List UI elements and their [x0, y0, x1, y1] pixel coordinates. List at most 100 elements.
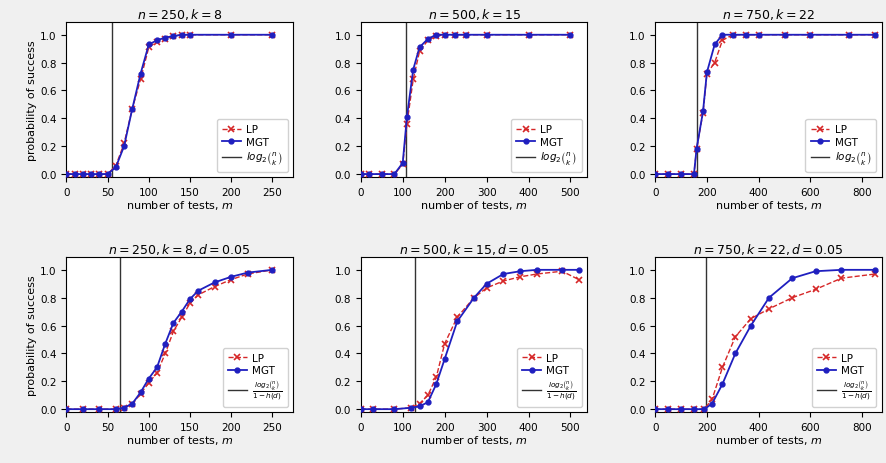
Title: $n = 750, k = 22, d = 0.05$: $n = 750, k = 22, d = 0.05$ — [693, 242, 843, 257]
LP — [727, 33, 738, 38]
LP — [144, 45, 154, 51]
MGT — [730, 351, 741, 357]
MGT — [184, 297, 195, 302]
MGT — [450, 33, 461, 38]
LP — [209, 284, 220, 290]
MGT — [431, 33, 441, 38]
LP — [481, 33, 492, 38]
MGT — [160, 36, 171, 41]
Line: LP: LP — [358, 269, 582, 413]
Line: MGT: MGT — [653, 33, 877, 177]
MGT — [160, 341, 171, 347]
LP — [573, 277, 584, 283]
MGT — [408, 68, 418, 73]
X-axis label: number of tests, $m$: number of tests, $m$ — [715, 199, 822, 212]
LP — [414, 401, 424, 407]
LP — [160, 37, 171, 43]
LP — [764, 307, 774, 312]
LP — [498, 279, 509, 284]
MGT — [573, 268, 584, 273]
MGT — [127, 106, 137, 112]
LP — [663, 407, 673, 412]
MGT — [102, 172, 113, 177]
LP — [779, 33, 789, 38]
MGT — [515, 269, 525, 275]
LP — [452, 315, 462, 320]
LP — [431, 34, 441, 40]
Y-axis label: probability of success: probability of success — [27, 275, 37, 395]
Title: $n = 250, k = 8, d = 0.05$: $n = 250, k = 8, d = 0.05$ — [108, 242, 251, 257]
MGT — [717, 382, 727, 387]
LP — [377, 172, 387, 177]
LP — [461, 33, 471, 38]
LP — [389, 407, 400, 412]
LP — [707, 397, 718, 402]
Line: LP: LP — [652, 32, 878, 178]
LP — [398, 162, 408, 168]
MGT — [152, 38, 162, 44]
MGT — [741, 33, 751, 38]
LP — [193, 293, 204, 298]
Legend: LP, MGT, $log_2\binom{n}{k}$: LP, MGT, $log_2\binom{n}{k}$ — [217, 120, 288, 172]
LP — [86, 172, 97, 177]
MGT — [649, 407, 660, 412]
LP — [368, 407, 378, 412]
LP — [408, 77, 418, 83]
MGT — [764, 295, 774, 301]
MGT — [556, 268, 567, 273]
LP — [699, 407, 710, 412]
MGT — [676, 172, 687, 177]
LP — [811, 287, 821, 293]
Line: MGT: MGT — [358, 268, 581, 412]
Title: $n = 500, k = 15, d = 0.05$: $n = 500, k = 15, d = 0.05$ — [399, 242, 549, 257]
LP — [61, 407, 72, 412]
X-axis label: number of tests, $m$: number of tests, $m$ — [715, 433, 822, 446]
MGT — [242, 270, 253, 276]
MGT — [176, 33, 187, 38]
X-axis label: number of tests, $m$: number of tests, $m$ — [126, 433, 233, 446]
LP — [242, 272, 253, 277]
MGT — [663, 407, 673, 412]
MGT — [144, 376, 154, 382]
LP — [870, 33, 881, 38]
MGT — [226, 275, 237, 280]
LP — [741, 33, 751, 38]
MGT — [423, 37, 433, 43]
MGT — [267, 268, 277, 273]
MGT — [136, 72, 146, 77]
LP — [389, 172, 400, 177]
Line: LP: LP — [358, 32, 573, 178]
MGT — [368, 407, 378, 412]
LP — [746, 316, 757, 322]
LP — [870, 272, 881, 277]
LP — [176, 315, 187, 320]
LP — [406, 405, 416, 411]
LP — [431, 375, 441, 380]
LP — [267, 268, 277, 273]
MGT — [461, 33, 471, 38]
MGT — [717, 33, 727, 38]
MGT — [663, 172, 673, 177]
MGT — [439, 357, 450, 362]
MGT — [136, 390, 146, 395]
Legend: LP, MGT, $\frac{log_2\binom{n}{k}}{1-h(d)}$: LP, MGT, $\frac{log_2\binom{n}{k}}{1-h(d… — [517, 348, 582, 407]
LP — [423, 38, 433, 44]
LP — [414, 50, 424, 55]
LP — [450, 33, 461, 38]
LP — [717, 365, 727, 370]
MGT — [702, 70, 712, 76]
Legend: LP, MGT, $\frac{log_2\binom{n}{k}}{1-h(d)}$: LP, MGT, $\frac{log_2\binom{n}{k}}{1-h(d… — [223, 348, 288, 407]
MGT — [688, 172, 699, 177]
MGT — [61, 172, 72, 177]
MGT — [707, 401, 718, 407]
Legend: LP, MGT, $log_2\binom{n}{k}$: LP, MGT, $log_2\binom{n}{k}$ — [805, 120, 876, 172]
MGT — [843, 33, 854, 38]
X-axis label: number of tests, $m$: number of tests, $m$ — [126, 199, 233, 212]
LP — [69, 172, 80, 177]
LP — [688, 172, 699, 177]
LP — [649, 172, 660, 177]
LP — [439, 33, 450, 38]
LP — [691, 147, 702, 152]
MGT — [414, 404, 424, 409]
Line: MGT: MGT — [64, 33, 275, 177]
